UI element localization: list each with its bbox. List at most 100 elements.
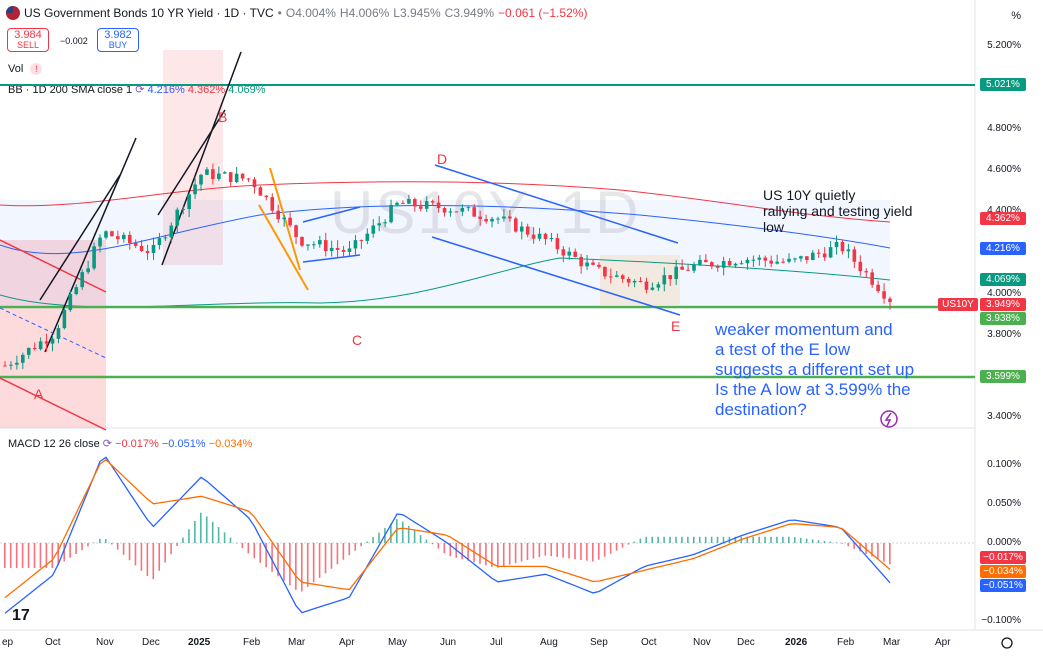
macd-histogram-bar	[146, 543, 149, 577]
candle-body	[805, 256, 809, 261]
macd-histogram-bar	[158, 543, 161, 571]
macd-histogram-bar	[633, 541, 636, 543]
candle-body	[347, 248, 352, 252]
macd-histogram-bar	[538, 543, 541, 558]
macd-histogram-bar	[592, 543, 594, 562]
macd-histogram-bar	[140, 543, 143, 571]
candle-body	[561, 249, 566, 256]
macd-histogram-bar	[621, 543, 624, 548]
channel-line	[434, 164, 679, 244]
eye-icon[interactable]: •	[277, 6, 282, 20]
time-tick: May	[388, 637, 407, 648]
chart-title[interactable]: US Government Bonds 10 YR Yield · 1D · T…	[24, 6, 274, 20]
macd-histogram-bar	[657, 536, 659, 543]
macd-histogram-bar	[639, 538, 642, 543]
candle-body	[650, 287, 655, 290]
warning-icon[interactable]: !	[30, 63, 43, 75]
macd-histogram-bar	[704, 536, 707, 543]
axis-unit[interactable]: %	[1011, 10, 1021, 22]
macd-histogram-bar	[81, 543, 83, 551]
macd-histogram-bar	[122, 543, 125, 555]
candle-body	[26, 347, 31, 355]
macd-histogram-bar	[324, 543, 327, 574]
macd-histogram-bar	[348, 543, 351, 556]
candle-body	[531, 234, 536, 239]
candle-body	[359, 240, 364, 242]
refresh-icon[interactable]: ⟳	[102, 438, 112, 450]
macd-histogram-bar	[829, 541, 832, 543]
candle-body	[846, 249, 851, 252]
macd-histogram-bar	[407, 526, 410, 543]
macd-histogram-bar	[562, 543, 564, 558]
price-label-a-low: 3.599%	[980, 370, 1026, 383]
bb-indicator[interactable]: BB · 1D 200 SMA close 1 ⟳ 4.216% 4.362% …	[8, 83, 266, 96]
candle-body	[781, 261, 785, 263]
price-label-bb-mid: 4.216%	[980, 242, 1026, 255]
tv-logo-icon: 17	[12, 607, 30, 624]
macd-histogram-bar	[271, 543, 273, 572]
buy-button[interactable]: 3.982 BUY	[97, 28, 139, 52]
macd-histogram-bar	[57, 543, 60, 566]
macd-histogram-bar	[253, 543, 256, 559]
macd-histogram-bar	[449, 543, 452, 557]
macd-histogram-bar	[283, 543, 285, 581]
macd-histogram-bar	[550, 543, 553, 557]
macd-line	[4, 456, 891, 614]
time-tick: Mar	[883, 637, 901, 648]
candle-body	[32, 347, 37, 350]
candle-body	[710, 262, 714, 267]
macd-histogram-bar	[799, 537, 802, 543]
macd-histogram-bar	[514, 543, 517, 564]
macd-histogram-bar	[277, 543, 279, 577]
macd-histogram-bar	[645, 536, 648, 543]
bb-label: BB · 1D 200 SMA close 1	[8, 84, 133, 96]
price-tick: 4.800%	[987, 123, 1021, 134]
time-tick: Mar	[288, 637, 306, 648]
macd-indicator[interactable]: MACD 12 26 close ⟳ −0.017% −0.051% −0.03…	[8, 437, 252, 450]
candle-body	[389, 204, 393, 223]
candle-body	[139, 245, 144, 251]
macd-histogram-bar	[182, 537, 184, 543]
time-tick: Oct	[641, 637, 657, 648]
macd-histogram	[4, 512, 891, 592]
macd-histogram-bar	[532, 543, 535, 559]
macd-histogram-bar	[597, 543, 600, 560]
macd-histogram-bar	[485, 543, 487, 566]
candle-body	[775, 261, 779, 264]
time-tick: Jun	[440, 637, 457, 648]
macd-histogram-bar	[330, 543, 333, 569]
candle-body	[519, 226, 524, 232]
macd-histogram-bar	[681, 536, 683, 543]
candle-body	[312, 244, 316, 246]
macd-histogram-bar	[188, 529, 190, 543]
candle-body	[876, 284, 880, 292]
candle-body	[163, 237, 168, 239]
sell-button[interactable]: 3.984 SELL	[7, 28, 49, 52]
candle-body	[145, 250, 150, 254]
macd-histogram-bar	[306, 543, 309, 587]
macd-histogram-bar	[223, 532, 226, 543]
macd-histogram-bar	[4, 543, 6, 568]
candle-body	[199, 174, 203, 185]
candle-body	[502, 216, 506, 219]
candle-body	[727, 261, 732, 266]
macd-histogram-bar	[544, 543, 547, 556]
macd-histogram-bar	[698, 536, 701, 543]
candle-body	[377, 223, 381, 226]
macd-histogram-bar	[104, 539, 107, 543]
refresh-icon[interactable]: ⟳	[135, 84, 145, 96]
wave-label-a: A	[34, 386, 44, 402]
volume-indicator[interactable]: Vol !	[8, 63, 43, 75]
wave-label-d: D	[437, 151, 448, 167]
candle-body	[98, 237, 102, 247]
lightning-bolt	[884, 412, 892, 427]
candle-body	[834, 241, 839, 248]
ohlc-close: C3.949%	[444, 6, 495, 20]
channel-line	[0, 307, 107, 359]
macd-label: MACD 12 26 close	[8, 438, 100, 450]
note-bottom: weaker momentum and a test of the E low …	[715, 320, 914, 420]
candle-body	[567, 251, 572, 256]
macd-histogram-bar	[15, 543, 18, 568]
candle-body	[127, 234, 132, 243]
